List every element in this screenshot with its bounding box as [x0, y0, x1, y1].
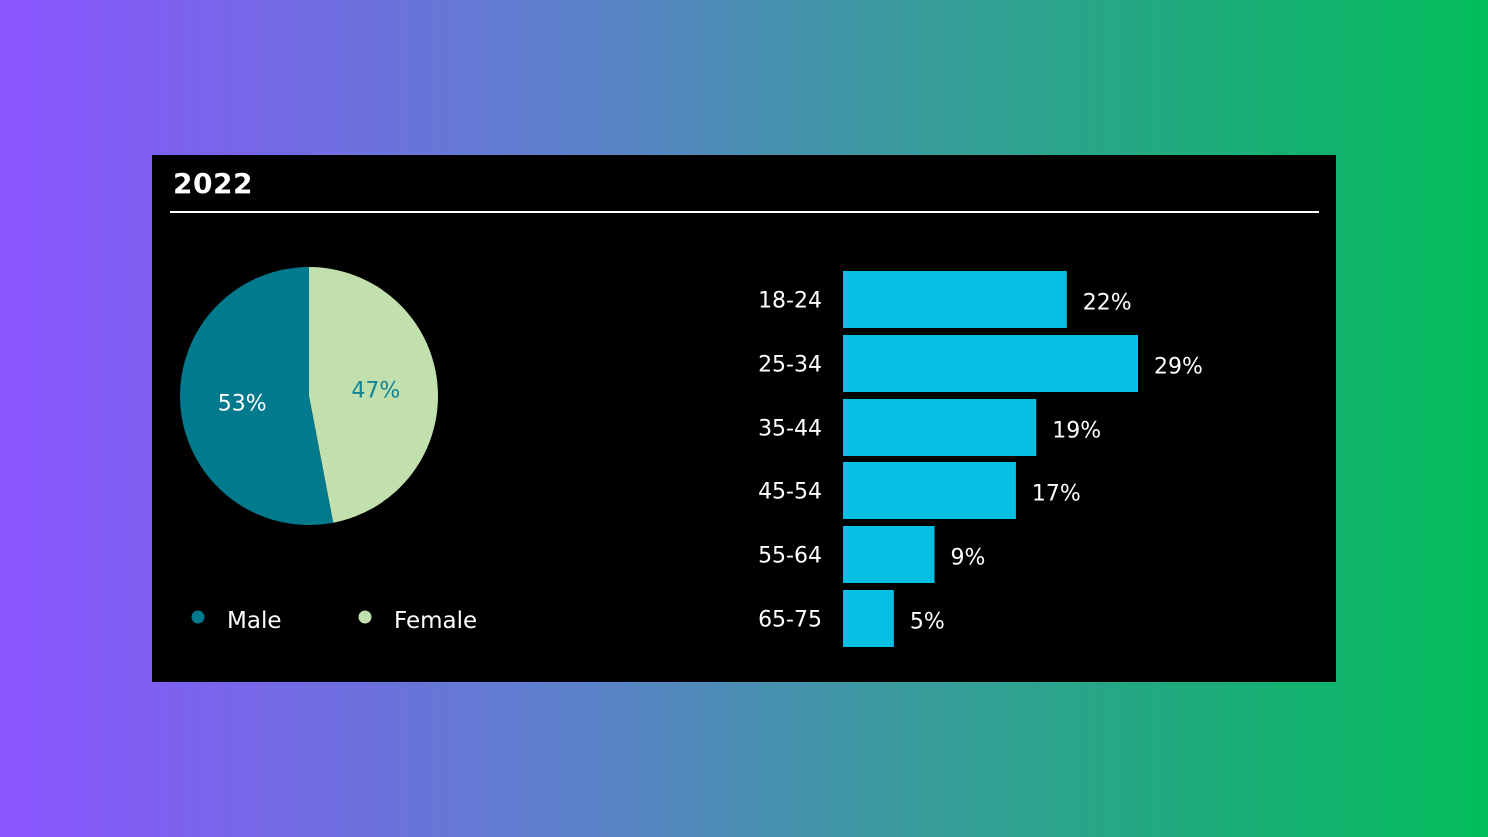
bar-value-label: 19%	[1052, 419, 1101, 444]
bar-category-label: 18-24	[758, 289, 822, 314]
legend-swatch-female	[358, 610, 372, 624]
bar-category-label: 55-64	[758, 544, 822, 569]
bar-value-label: 5%	[910, 610, 945, 635]
pie-label-male: 53%	[218, 391, 267, 416]
gender-pie-chart: 47% 53%	[180, 267, 439, 525]
charts-canvas: 47%53% Male Female 18-24 22%25-34 29%35-44 1…	[180, 267, 1203, 647]
bar-35-44	[843, 399, 1037, 456]
bar-value-label: 17%	[1032, 482, 1081, 507]
legend-label-male: Male	[227, 608, 281, 634]
bar-45-54	[843, 462, 1016, 519]
legend-label-female: Female	[394, 608, 477, 634]
age-bar-chart: 18-24 22% 25-34 29% 35-44 19% 45-54 17% 55-64 9% 6…	[758, 271, 1203, 647]
bar-55-64	[843, 526, 935, 583]
pie-slice-male	[180, 267, 334, 525]
bar-value-label: 22%	[1083, 291, 1132, 316]
bar-category-label: 35-44	[758, 417, 822, 442]
bar-category-label: 45-54	[758, 480, 822, 505]
card-title: 2022	[173, 167, 253, 200]
bar-value-label: 29%	[1154, 355, 1203, 380]
demographics-card: 2022 47% 53% Male Female 18-24 22% 25-34 29% 3…	[152, 155, 1336, 682]
bar-value-label: 9%	[951, 546, 986, 571]
bar-65-75	[843, 590, 894, 647]
bar-25-34	[843, 335, 1138, 392]
legend-swatch-male	[191, 610, 205, 624]
title-divider	[170, 211, 1319, 213]
bar-category-label: 25-34	[758, 353, 822, 378]
bar-18-24	[843, 271, 1067, 328]
bar-category-label: 65-75	[758, 608, 822, 633]
pie-label-female: 47%	[351, 379, 400, 404]
pie-slice-female	[309, 267, 439, 523]
pie-legend: Male Female	[191, 608, 477, 634]
